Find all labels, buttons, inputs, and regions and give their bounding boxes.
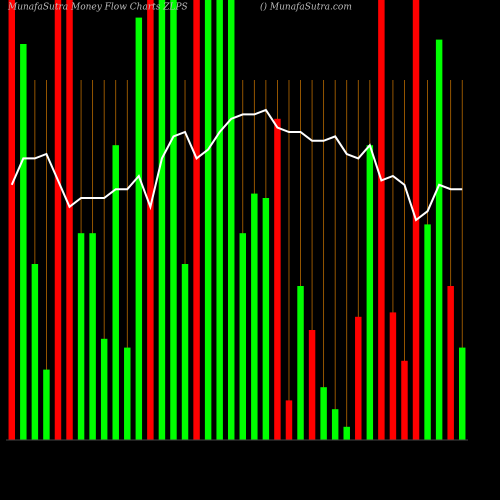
bar — [66, 0, 73, 440]
bar — [389, 312, 397, 440]
bar — [320, 387, 327, 440]
bar — [401, 360, 408, 440]
bar — [43, 369, 50, 440]
bar — [54, 0, 62, 440]
bar — [112, 145, 119, 440]
bar — [239, 233, 247, 440]
bar — [331, 409, 339, 440]
bar — [251, 193, 258, 440]
bar — [204, 0, 212, 440]
bar — [100, 338, 108, 440]
bar — [366, 145, 374, 440]
bar — [216, 0, 223, 440]
bar — [193, 0, 200, 440]
bar — [297, 286, 304, 440]
chart-title: MunafaSutra Money Flow Charts ZLPS — [7, 3, 188, 13]
bar — [227, 0, 235, 440]
bar — [77, 233, 85, 440]
bar — [447, 286, 454, 440]
bar — [170, 0, 177, 440]
bar — [308, 330, 316, 440]
plot — [6, 0, 468, 441]
bar — [262, 198, 270, 440]
bar — [31, 264, 39, 440]
bar — [8, 0, 16, 440]
bar — [158, 0, 166, 440]
bar — [458, 347, 466, 440]
bar — [147, 0, 154, 440]
bar — [435, 39, 443, 440]
bar — [181, 264, 189, 440]
bar — [274, 118, 281, 441]
bar — [424, 224, 431, 440]
bar — [343, 426, 350, 440]
bar — [124, 347, 131, 440]
bar — [20, 44, 27, 440]
bar — [89, 233, 96, 440]
bar — [135, 17, 143, 440]
bar — [378, 0, 385, 440]
bar — [285, 400, 293, 440]
trend-line — [10, 108, 463, 222]
chart-credit: () MunafaSutra.com — [260, 2, 352, 13]
bar — [355, 316, 362, 440]
